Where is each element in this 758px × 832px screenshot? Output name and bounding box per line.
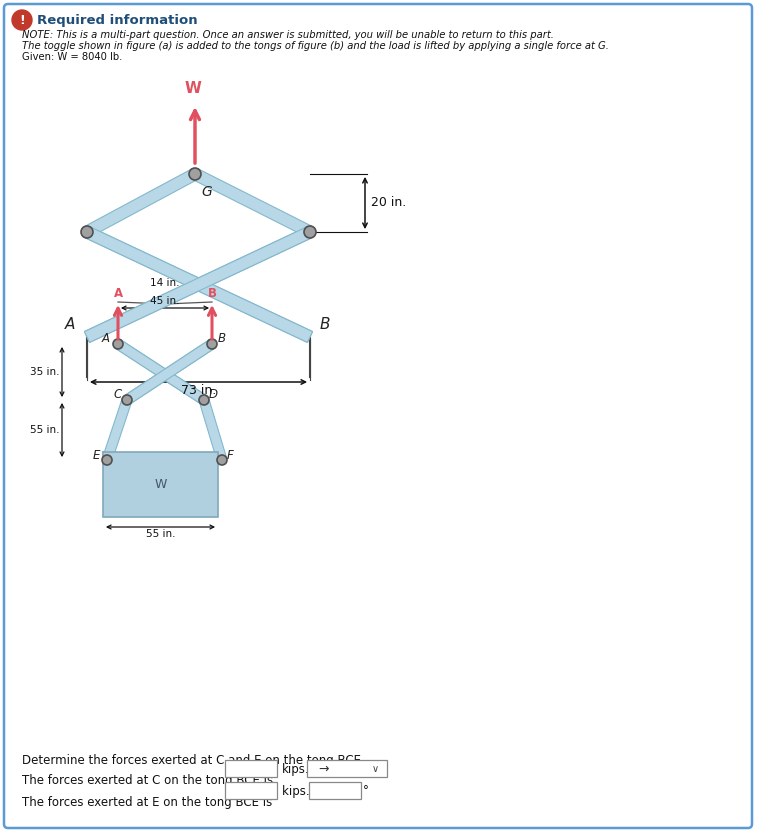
Polygon shape xyxy=(115,339,207,404)
Circle shape xyxy=(81,226,93,238)
FancyBboxPatch shape xyxy=(103,452,218,517)
Text: 73 in.: 73 in. xyxy=(181,384,216,397)
Text: 45 in.: 45 in. xyxy=(150,296,180,306)
Circle shape xyxy=(217,455,227,465)
Text: G: G xyxy=(201,185,211,199)
Polygon shape xyxy=(199,399,227,462)
Text: W: W xyxy=(155,478,167,491)
Text: The toggle shown in figure (a) is added to the tongs of figure (b) and the load : The toggle shown in figure (a) is added … xyxy=(22,41,609,51)
Text: B: B xyxy=(218,332,226,345)
Text: ∨: ∨ xyxy=(372,764,379,774)
Text: kips. 7: kips. 7 xyxy=(282,785,321,798)
Circle shape xyxy=(113,339,123,349)
Polygon shape xyxy=(84,226,312,343)
Circle shape xyxy=(12,10,32,30)
Text: B: B xyxy=(320,317,330,332)
Polygon shape xyxy=(84,226,312,343)
Text: 35 in.: 35 in. xyxy=(30,367,59,377)
Text: A: A xyxy=(114,287,123,300)
Text: W: W xyxy=(184,81,202,96)
Text: B: B xyxy=(208,287,217,300)
Text: A: A xyxy=(65,317,75,332)
FancyBboxPatch shape xyxy=(307,760,387,777)
Text: The forces exerted at C on the tong BCE is: The forces exerted at C on the tong BCE … xyxy=(22,774,273,787)
Circle shape xyxy=(122,395,132,405)
Text: E: E xyxy=(93,449,100,462)
Circle shape xyxy=(199,395,209,405)
Text: kips.: kips. xyxy=(282,762,309,775)
Text: 20 in.: 20 in. xyxy=(371,196,406,210)
Polygon shape xyxy=(84,226,312,343)
Text: A: A xyxy=(102,332,110,345)
Text: →: → xyxy=(318,762,328,775)
Polygon shape xyxy=(84,226,312,343)
Polygon shape xyxy=(124,339,215,404)
Text: !: ! xyxy=(19,13,25,27)
Text: Determine the forces exerted at C and E on the tong BCE.: Determine the forces exerted at C and E … xyxy=(22,754,365,767)
Polygon shape xyxy=(193,169,313,237)
Polygon shape xyxy=(115,339,207,404)
Text: Required information: Required information xyxy=(37,14,198,27)
Text: 14 in.: 14 in. xyxy=(150,278,180,288)
Text: 55 in.: 55 in. xyxy=(146,529,175,539)
Circle shape xyxy=(102,455,112,465)
Circle shape xyxy=(207,339,217,349)
FancyBboxPatch shape xyxy=(309,782,361,799)
Circle shape xyxy=(304,226,316,238)
Text: F: F xyxy=(227,449,233,462)
Text: Given: W = 8040 lb.: Given: W = 8040 lb. xyxy=(22,52,122,62)
Text: D: D xyxy=(209,388,218,401)
Text: The forces exerted at E on the tong BCE is: The forces exerted at E on the tong BCE … xyxy=(22,796,272,809)
Text: 55 in.: 55 in. xyxy=(30,425,59,435)
FancyBboxPatch shape xyxy=(225,760,277,777)
Text: NOTE: This is a multi-part question. Once an answer is submitted, you will be un: NOTE: This is a multi-part question. Onc… xyxy=(22,30,554,40)
Polygon shape xyxy=(84,169,198,237)
Circle shape xyxy=(189,168,201,180)
Text: C: C xyxy=(113,388,121,401)
Text: °: ° xyxy=(363,785,369,798)
Polygon shape xyxy=(124,339,215,404)
FancyBboxPatch shape xyxy=(225,782,277,799)
Polygon shape xyxy=(102,399,132,462)
FancyBboxPatch shape xyxy=(4,4,752,828)
